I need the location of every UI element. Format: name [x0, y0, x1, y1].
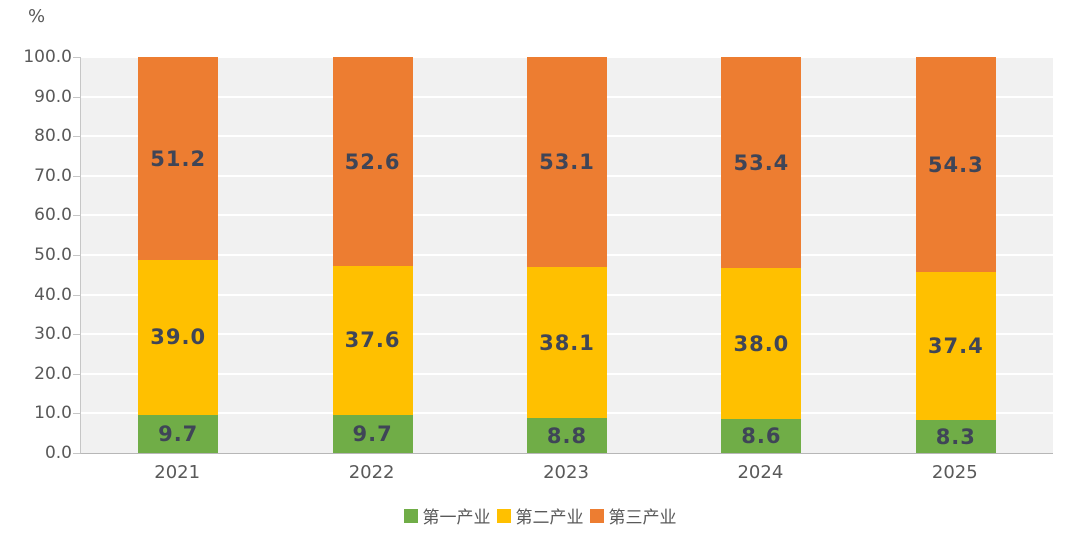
bar-segment-2024-series1: 8.6 — [721, 418, 802, 453]
bar-value-label: 54.3 — [927, 152, 984, 177]
bar-segment-2022-series3: 52.6 — [332, 57, 413, 266]
x-axis-label-2025: 2025 — [931, 462, 978, 483]
legend-swatch-icon — [403, 508, 418, 523]
y-axis-tick — [73, 413, 80, 415]
y-axis-tick — [73, 136, 80, 138]
y-axis-tick-label: 80.0 — [34, 126, 72, 147]
bar-value-label: 37.4 — [927, 334, 984, 359]
y-axis-tick — [73, 96, 80, 98]
bar-segment-2023-series2: 38.1 — [527, 267, 607, 419]
x-axis-label-2021: 2021 — [154, 462, 201, 483]
bar-segment-2021-series3: 51.2 — [138, 57, 219, 261]
y-axis-unit-label: % — [28, 6, 46, 27]
y-axis-tick — [73, 175, 80, 177]
legend-item-series1: 第一产业 — [403, 503, 491, 528]
bar-segment-2023-series1: 8.8 — [527, 418, 607, 453]
plot-area: 9.7 39.0 51.2 9.7 37.6 52.6 8.8 38.1 53.1 8.6 38.0… — [80, 56, 1053, 454]
legend-item-series3: 第三产业 — [589, 503, 677, 528]
legend-item-series2: 第二产业 — [496, 503, 584, 528]
y-axis-tick-label: 50.0 — [34, 245, 72, 265]
bar-value-label: 39.0 — [150, 325, 207, 350]
legend-swatch-icon — [496, 508, 511, 523]
bar-value-label: 8.3 — [935, 424, 976, 449]
y-axis-tick-label: 70.0 — [34, 165, 72, 186]
bar-segment-2021-series1: 9.7 — [138, 414, 219, 453]
gridline — [81, 56, 1053, 58]
bar-segment-2025-series1: 8.3 — [915, 420, 996, 453]
y-axis-tick-label: 90.0 — [34, 86, 72, 107]
bar-segment-2022-series1: 9.7 — [332, 414, 413, 453]
y-axis-tick-label: 0.0 — [44, 443, 72, 463]
y-axis-tick — [73, 373, 80, 375]
legend-swatch-icon — [589, 508, 604, 523]
bar-value-label: 52.6 — [344, 149, 401, 174]
bar-value-label: 53.1 — [539, 150, 595, 175]
legend-label: 第一产业 — [422, 508, 491, 528]
y-axis-tick — [73, 215, 80, 217]
bar-value-label: 9.7 — [352, 421, 393, 446]
y-axis-tick-label: 40.0 — [34, 284, 72, 305]
bar-value-label: 51.2 — [150, 146, 207, 171]
bar-value-label: 8.6 — [741, 423, 782, 448]
bar-segment-2025-series3: 54.3 — [915, 57, 996, 273]
bar-segment-2022-series2: 37.6 — [332, 265, 413, 415]
legend-label: 第三产业 — [608, 508, 677, 528]
y-axis-tick-label: 30.0 — [34, 324, 72, 345]
bar-value-label: 8.8 — [546, 423, 588, 448]
y-axis-tick — [73, 255, 80, 256]
legend: 第一产业 第二产业 第三产业 — [0, 503, 1080, 528]
x-axis-label-2024: 2024 — [737, 462, 784, 483]
y-axis-tick — [73, 334, 80, 336]
y-axis-tick — [73, 57, 80, 58]
bar-value-label: 38.0 — [733, 331, 790, 356]
y-axis-tick-label: 60.0 — [34, 205, 72, 226]
y-axis-tick-label: 10.0 — [34, 403, 72, 424]
bar-value-label: 38.1 — [539, 330, 595, 355]
y-axis-tick-label: 20.0 — [34, 363, 72, 384]
bar-segment-2024-series3: 53.4 — [721, 57, 802, 269]
y-axis-tick-label: 100.0 — [23, 47, 72, 67]
x-axis-label-2022: 2022 — [348, 462, 395, 483]
bar-segment-2023-series3: 53.1 — [527, 57, 607, 268]
bar-value-label: 53.4 — [733, 150, 790, 175]
y-axis-tick — [73, 294, 80, 296]
legend-label: 第二产业 — [515, 508, 584, 528]
bar-value-label: 9.7 — [158, 421, 199, 446]
bar-segment-2021-series2: 39.0 — [138, 260, 219, 415]
y-axis-tick — [73, 453, 80, 454]
x-axis-label-2023: 2023 — [543, 462, 589, 483]
bar-value-label: 37.6 — [344, 328, 401, 353]
bar-segment-2025-series2: 37.4 — [915, 272, 996, 421]
bar-segment-2024-series2: 38.0 — [721, 268, 802, 419]
